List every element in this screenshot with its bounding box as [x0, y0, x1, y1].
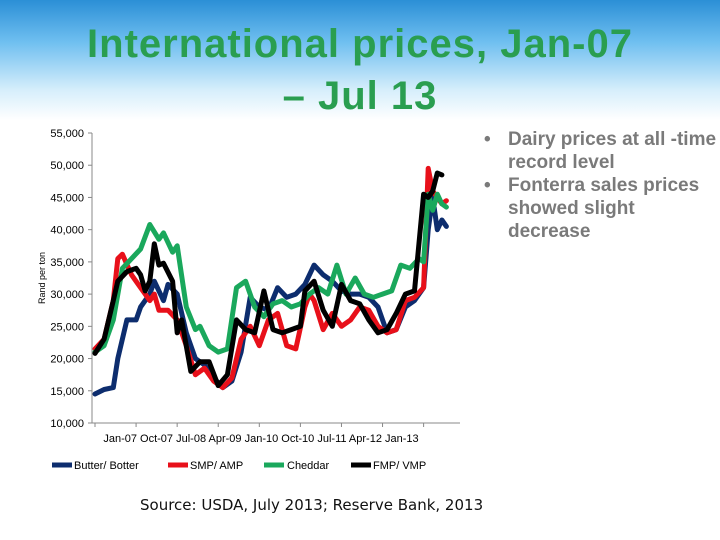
x-axis-tick-labels: Jan-07 Oct-07 Jul-08 Apr-09 Jan-10 Oct-1… [103, 433, 418, 445]
x-axis-ticks [94, 423, 425, 427]
y-tick-label: 25,000 [50, 321, 84, 333]
bullet-dot-icon: • [484, 175, 491, 196]
y-axis-label: Rand per ton [37, 252, 47, 304]
y-tick-label: 35,000 [50, 257, 84, 269]
bullet-item-fonterra: • Fonterra sales prices showed slight de… [478, 174, 718, 243]
y-tick-label: 40,000 [50, 225, 84, 237]
y-axis-tick-labels: 10,000 15,000 20,000 25,000 30,000 35,000 40,0… [50, 128, 92, 430]
legend: Butter/ Botter SMP/ AMP Cheddar FMP/ VMP [52, 460, 426, 472]
series-lines [92, 165, 449, 397]
legend-label-fmp: FMP/ VMP [373, 460, 426, 472]
y-tick-label: 45,000 [50, 192, 84, 204]
bullet-text: Fonterra sales prices showed slight decr… [508, 175, 700, 242]
y-tick-label: 10,000 [50, 418, 84, 430]
y-tick-label: 15,000 [50, 386, 84, 398]
legend-label-smp: SMP/ AMP [190, 460, 243, 472]
y-tick-label: 50,000 [50, 160, 84, 172]
slide-title: International prices, Jan-07 – Jul 13 [40, 18, 680, 122]
y-tick-label: 20,000 [50, 354, 84, 366]
bullet-dot-icon: • [484, 129, 491, 150]
slide-title-line1: International prices, Jan-07 [87, 22, 633, 66]
bullet-item-record-level: • Dairy prices at all -time record level [478, 128, 718, 174]
series-line-smp [92, 165, 449, 391]
series-line-fmp [92, 170, 445, 389]
bullet-list: • Dairy prices at all -time record level… [478, 128, 718, 243]
source-note: Source: USDA, July 2013; Reserve Bank, 2… [140, 496, 484, 514]
y-tick-label: 55,000 [50, 128, 84, 140]
bullet-text: Dairy prices at all -time record level [508, 129, 717, 173]
legend-label-butter: Butter/ Botter [74, 460, 139, 472]
title-background [0, 0, 720, 120]
slide-title-line2: – Jul 13 [282, 74, 438, 118]
series-line-cheddar [92, 191, 449, 355]
legend-label-cheddar: Cheddar [287, 460, 330, 472]
y-tick-label: 30,000 [50, 289, 84, 301]
